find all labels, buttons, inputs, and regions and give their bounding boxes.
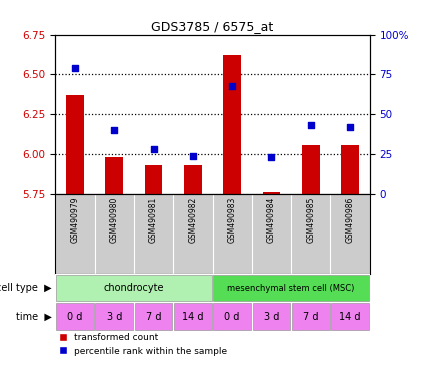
Bar [252, 303, 290, 329]
Legend: transformed count, percentile rank within the sample: transformed count, percentile rank withi… [60, 333, 227, 356]
Text: GSM490984: GSM490984 [267, 197, 276, 243]
Bar [263, 192, 280, 194]
Bar [174, 303, 212, 329]
Text: GSM490985: GSM490985 [306, 197, 315, 243]
Bar [302, 145, 320, 194]
Bar [213, 303, 251, 329]
Text: time  ▶: time ▶ [16, 311, 52, 321]
Bar [95, 303, 133, 329]
Text: GSM490986: GSM490986 [346, 197, 354, 243]
Bar [292, 303, 330, 329]
Text: GSM490981: GSM490981 [149, 197, 158, 243]
Bar [135, 303, 173, 329]
Bar [184, 166, 202, 194]
Text: 14 d: 14 d [182, 311, 204, 321]
Text: 3 d: 3 d [264, 311, 279, 321]
Text: chondrocyte: chondrocyte [104, 283, 164, 293]
Bar [223, 55, 241, 194]
Point [71, 65, 78, 71]
Bar [56, 275, 212, 301]
Text: GSM490983: GSM490983 [228, 197, 237, 243]
Bar [66, 95, 84, 194]
Bar [144, 166, 162, 194]
Point [268, 154, 275, 161]
Bar [105, 157, 123, 194]
Text: 14 d: 14 d [339, 311, 361, 321]
Text: GSM490980: GSM490980 [110, 197, 119, 243]
Point [111, 127, 118, 133]
Text: 7 d: 7 d [303, 311, 318, 321]
Point [307, 122, 314, 129]
Bar [341, 145, 359, 194]
Point [347, 124, 354, 130]
Bar [56, 303, 94, 329]
Text: 0 d: 0 d [224, 311, 240, 321]
Text: 3 d: 3 d [107, 311, 122, 321]
Title: GDS3785 / 6575_at: GDS3785 / 6575_at [151, 20, 274, 33]
Text: mesenchymal stem cell (MSC): mesenchymal stem cell (MSC) [227, 283, 355, 293]
Point [190, 153, 196, 159]
Bar [331, 303, 369, 329]
Point [150, 146, 157, 152]
Bar [213, 275, 369, 301]
Text: 7 d: 7 d [146, 311, 161, 321]
Text: GSM490979: GSM490979 [71, 197, 79, 243]
Text: GSM490982: GSM490982 [188, 197, 197, 243]
Text: 0 d: 0 d [67, 311, 82, 321]
Text: cell type  ▶: cell type ▶ [0, 283, 52, 293]
Point [229, 83, 235, 89]
